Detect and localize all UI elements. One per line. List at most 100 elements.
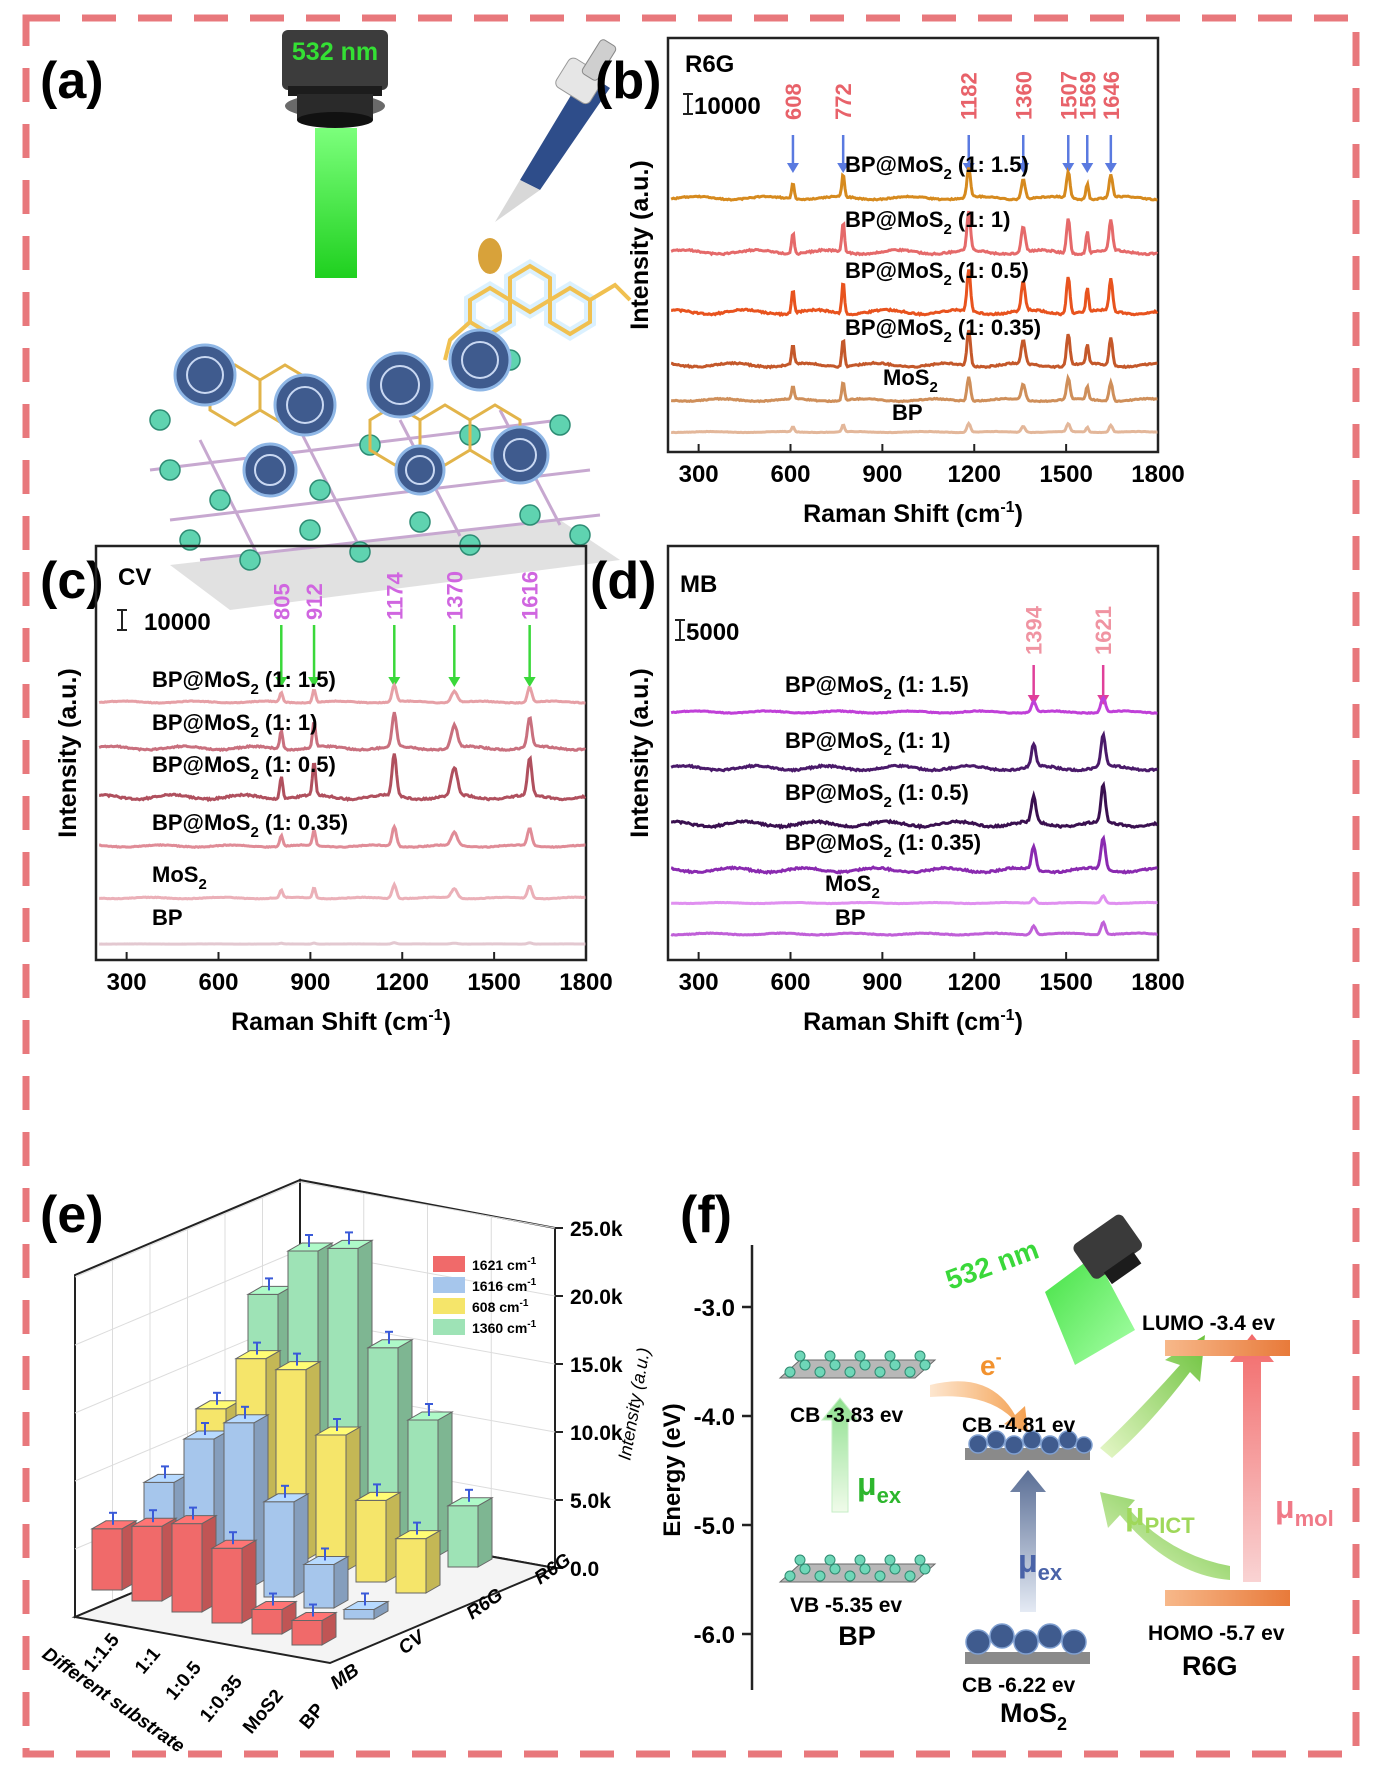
bar-front	[315, 1434, 347, 1572]
spectrum-line	[98, 881, 586, 901]
r6g-name: R6G	[1182, 1651, 1238, 1681]
spectrum-line	[670, 329, 1158, 370]
mu-ex-arrow-mos2	[1010, 1470, 1046, 1612]
plot-frame	[94, 544, 588, 962]
series-label: BP@MoS2 (1: 0.35)	[152, 810, 348, 841]
x-axis-label: Raman Shift (cm-1)	[231, 1007, 451, 1036]
peak-arrow-head	[1062, 163, 1075, 173]
x-tick-label: 1800	[559, 969, 612, 996]
spectrum-line	[670, 730, 1159, 773]
dashed-border	[22, 14, 1360, 1758]
spectrum-line	[670, 420, 1158, 435]
peak-arrow-head	[786, 163, 799, 173]
tick-label: -6.0	[694, 1622, 735, 1649]
series-label: MoS2	[152, 862, 207, 893]
bar-front	[251, 1609, 283, 1635]
panel-e: (e) 0.05.0k10.0k15.0k20.0k25.0kIntensity…	[38, 1178, 654, 1758]
analyte-axis-label: MB	[327, 1660, 363, 1694]
bar-front	[263, 1501, 295, 1598]
tick-label: -4.0	[694, 1404, 735, 1431]
spectrum-line	[670, 780, 1159, 830]
bar-front	[343, 1608, 375, 1620]
electron-transfer-arrow	[930, 1381, 1028, 1432]
x-tick-label: 1500	[1039, 461, 1092, 488]
spectrum-line	[98, 681, 586, 705]
bar-front	[131, 1525, 163, 1602]
x-tick-label: 600	[770, 461, 810, 488]
y-axis-label: Intensity (a.u.)	[54, 668, 82, 837]
legend-swatch	[433, 1298, 465, 1314]
x-axis-label: Raman Shift (cm-1)	[803, 499, 1023, 528]
legend-swatch	[433, 1277, 465, 1293]
x-tick-label: 1500	[1039, 969, 1092, 996]
homo-label: HOMO -5.7 ev	[1148, 1622, 1285, 1645]
series-label: BP@MoS2 (1: 1.5)	[152, 667, 336, 698]
series-label: BP	[152, 905, 183, 930]
x-tick-label: 900	[862, 969, 902, 996]
spectrum-line	[670, 269, 1159, 318]
peak-label-1394: 1394	[1022, 605, 1047, 655]
legend-swatch	[433, 1319, 465, 1335]
mu-ex-label-bp: μex	[857, 1466, 902, 1508]
spectrum-line	[670, 920, 1158, 937]
series-label: BP	[835, 905, 866, 930]
lumo-label: LUMO -3.4 ev	[1142, 1312, 1275, 1335]
x-tick-label: 1200	[948, 461, 1001, 488]
series-label: BP@MoS2 (1: 0.5)	[152, 752, 336, 783]
peak-arrow-head	[448, 677, 461, 687]
peak-label-608: 608	[781, 83, 806, 120]
peak-label-1569: 1569	[1075, 71, 1100, 120]
panel-f: (f) -3.0 -4.0 -5.0 -6.0 Energy (eV) 532 …	[659, 1186, 1334, 1734]
series-label: MoS2	[825, 871, 880, 902]
series-label: MoS2	[883, 365, 938, 396]
peak-arrow-head	[275, 677, 288, 687]
spectrum-line	[670, 167, 1158, 202]
spectrum-line	[98, 823, 586, 850]
pict-arrow-up	[1100, 1335, 1205, 1458]
legend-label: 1621 cm-1	[472, 1256, 537, 1273]
mu-pict-label: μPICT	[1125, 1496, 1195, 1538]
mos2-sheet-bottom	[965, 1623, 1090, 1664]
peak-label-1182: 1182	[957, 72, 982, 120]
bar-side	[333, 1555, 349, 1609]
z-tick-label: 15.0k	[570, 1354, 623, 1377]
panel-b-label: (b)	[595, 52, 661, 110]
tick-label: -3.0	[694, 1295, 735, 1322]
analyte-label: MB	[680, 571, 717, 598]
energy-ticks	[742, 1305, 752, 1636]
series-label: BP@MoS2 (1: 1)	[845, 207, 1010, 238]
spectrum-line	[98, 711, 586, 753]
panel-b: (b) 300 600 900 1200 1500 1800 Raman Shift (cm-…	[595, 36, 1185, 528]
bp-sheet-bottom	[778, 1554, 937, 1583]
series-label: BP	[892, 400, 923, 425]
peak-label-912: 912	[302, 583, 327, 620]
bar-side	[425, 1529, 441, 1594]
panel-a-label: (a)	[40, 52, 104, 110]
peak-label-1646: 1646	[1099, 71, 1124, 120]
bar-front	[211, 1547, 243, 1624]
panel-f-label: (f)	[680, 1186, 732, 1244]
series-label: BP@MoS2 (1: 1.5)	[845, 152, 1029, 183]
bp-sheet-top	[778, 1350, 937, 1379]
mos2-sheet-top	[965, 1430, 1093, 1460]
category-label: MoS2	[239, 1686, 288, 1738]
series-label: BP@MoS2 (1: 1)	[152, 710, 317, 741]
mos2-cb-top-label: CB -4.81 ev	[962, 1414, 1076, 1437]
r6g-molecule	[443, 259, 632, 361]
tick-label: -5.0	[694, 1513, 735, 1540]
y-axis-label: Intensity (a.u.)	[626, 668, 654, 837]
series-label: BP@MoS2 (1: 1)	[785, 728, 950, 759]
legend-label: 608 cm-1	[472, 1298, 529, 1315]
laser-beam	[315, 128, 357, 278]
mos2-cb-bottom-label: CB -6.22 ev	[962, 1674, 1076, 1697]
category-label: 1:0.35	[196, 1671, 247, 1726]
x-tick-label: 300	[679, 969, 719, 996]
peak-arrow-head	[837, 163, 850, 173]
z-tick-label: 25.0k	[570, 1218, 623, 1241]
spectrum-line	[670, 834, 1158, 875]
energy-axis-label: Energy (eV)	[659, 1403, 686, 1536]
laser-icon-f	[1045, 1214, 1142, 1365]
laser-wavelength-label: 532 nm	[292, 38, 378, 66]
peak-arrow-head	[523, 677, 536, 687]
legend-label: 1360 cm-1	[472, 1319, 537, 1336]
